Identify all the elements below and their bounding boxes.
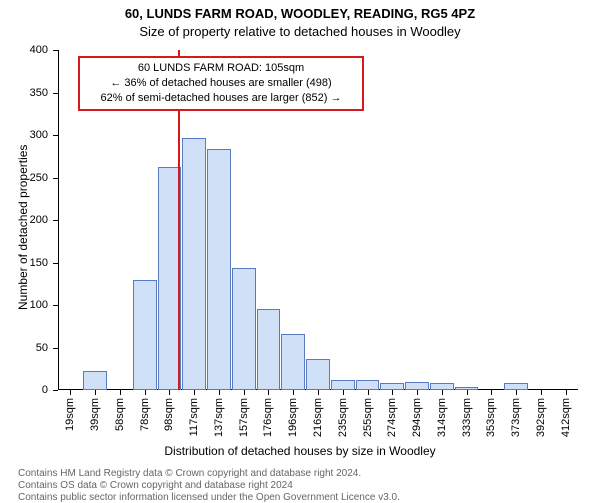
- histogram-bar: [331, 380, 355, 390]
- x-tick-mark: [491, 390, 492, 395]
- histogram-bar: [306, 359, 330, 390]
- x-tick-mark: [343, 390, 344, 395]
- x-tick-mark: [194, 390, 195, 395]
- y-tick-label: 300: [0, 129, 48, 141]
- x-tick-label: 58sqm: [114, 398, 126, 431]
- y-tick-label: 50: [0, 342, 48, 354]
- x-tick-label: 39sqm: [89, 398, 101, 431]
- footer-line2: Contains OS data © Crown copyright and d…: [0, 480, 600, 491]
- x-tick-mark: [293, 390, 294, 395]
- x-tick-label: 157sqm: [238, 398, 250, 437]
- histogram-bar: [257, 309, 281, 390]
- x-tick-label: 117sqm: [188, 398, 200, 436]
- x-tick-label: 78sqm: [139, 398, 151, 431]
- x-tick-mark: [392, 390, 393, 395]
- y-tick-mark: [53, 220, 58, 221]
- x-tick-label: 333sqm: [461, 398, 473, 437]
- x-tick-label: 412sqm: [560, 398, 572, 437]
- y-axis-label: Number of detached properties: [16, 145, 30, 310]
- footer-line1: Contains HM Land Registry data © Crown c…: [0, 468, 600, 479]
- histogram-bar: [133, 280, 157, 391]
- histogram-bar: [405, 382, 429, 391]
- chart-title-line2: Size of property relative to detached ho…: [0, 24, 600, 39]
- chart-title-line1: 60, LUNDS FARM ROAD, WOODLEY, READING, R…: [0, 6, 600, 21]
- y-tick-mark: [53, 50, 58, 51]
- x-tick-mark: [467, 390, 468, 395]
- x-tick-mark: [120, 390, 121, 395]
- y-tick-label: 0: [0, 384, 48, 396]
- x-tick-mark: [417, 390, 418, 395]
- x-tick-mark: [95, 390, 96, 395]
- histogram-bar: [232, 268, 256, 390]
- x-tick-label: 98sqm: [163, 398, 175, 431]
- y-tick-mark: [53, 263, 58, 264]
- y-tick-mark: [53, 93, 58, 94]
- x-tick-mark: [516, 390, 517, 395]
- x-tick-label: 255sqm: [362, 398, 374, 437]
- x-tick-mark: [442, 390, 443, 395]
- y-tick-label: 350: [0, 87, 48, 99]
- y-tick-label: 250: [0, 172, 48, 184]
- y-tick-label: 100: [0, 299, 48, 311]
- x-tick-label: 176sqm: [262, 398, 274, 437]
- x-tick-mark: [169, 390, 170, 395]
- x-tick-label: 314sqm: [436, 398, 448, 437]
- histogram-bar: [356, 380, 380, 390]
- y-tick-mark: [53, 390, 58, 391]
- x-tick-mark: [566, 390, 567, 395]
- x-tick-mark: [368, 390, 369, 395]
- x-tick-mark: [70, 390, 71, 395]
- y-tick-mark: [53, 348, 58, 349]
- info-box-line1: 60 LUNDS FARM ROAD: 105sqm: [86, 61, 356, 76]
- x-tick-label: 392sqm: [535, 398, 547, 437]
- histogram-bar: [380, 383, 404, 390]
- x-tick-mark: [268, 390, 269, 395]
- x-tick-label: 216sqm: [312, 398, 324, 437]
- histogram-bar: [281, 334, 305, 390]
- x-tick-label: 373sqm: [510, 398, 522, 437]
- x-tick-mark: [541, 390, 542, 395]
- x-tick-mark: [219, 390, 220, 395]
- info-box: 60 LUNDS FARM ROAD: 105sqm ← 36% of deta…: [78, 56, 364, 111]
- x-tick-label: 235sqm: [337, 398, 349, 437]
- histogram-bar: [207, 149, 231, 390]
- x-axis-label: Distribution of detached houses by size …: [0, 444, 600, 458]
- x-tick-label: 137sqm: [213, 398, 225, 437]
- info-box-line3: 62% of semi-detached houses are larger (…: [86, 91, 356, 106]
- x-tick-label: 196sqm: [287, 398, 299, 437]
- y-tick-mark: [53, 305, 58, 306]
- y-tick-label: 150: [0, 257, 48, 269]
- x-tick-label: 294sqm: [411, 398, 423, 437]
- x-tick-label: 274sqm: [386, 398, 398, 437]
- x-tick-mark: [145, 390, 146, 395]
- x-tick-mark: [244, 390, 245, 395]
- y-tick-mark: [53, 135, 58, 136]
- footer-line3: Contains public sector information licen…: [0, 492, 600, 503]
- histogram-bar: [504, 383, 528, 390]
- x-tick-label: 353sqm: [485, 398, 497, 437]
- x-tick-label: 19sqm: [64, 398, 76, 431]
- histogram-bar: [182, 138, 206, 390]
- chart-container: 60, LUNDS FARM ROAD, WOODLEY, READING, R…: [0, 0, 600, 500]
- info-box-line2: ← 36% of detached houses are smaller (49…: [86, 76, 356, 91]
- histogram-bar: [455, 387, 479, 390]
- y-tick-label: 400: [0, 44, 48, 56]
- histogram-bar: [430, 383, 454, 390]
- x-tick-mark: [318, 390, 319, 395]
- histogram-bar: [83, 371, 107, 390]
- y-tick-mark: [53, 178, 58, 179]
- y-tick-label: 200: [0, 214, 48, 226]
